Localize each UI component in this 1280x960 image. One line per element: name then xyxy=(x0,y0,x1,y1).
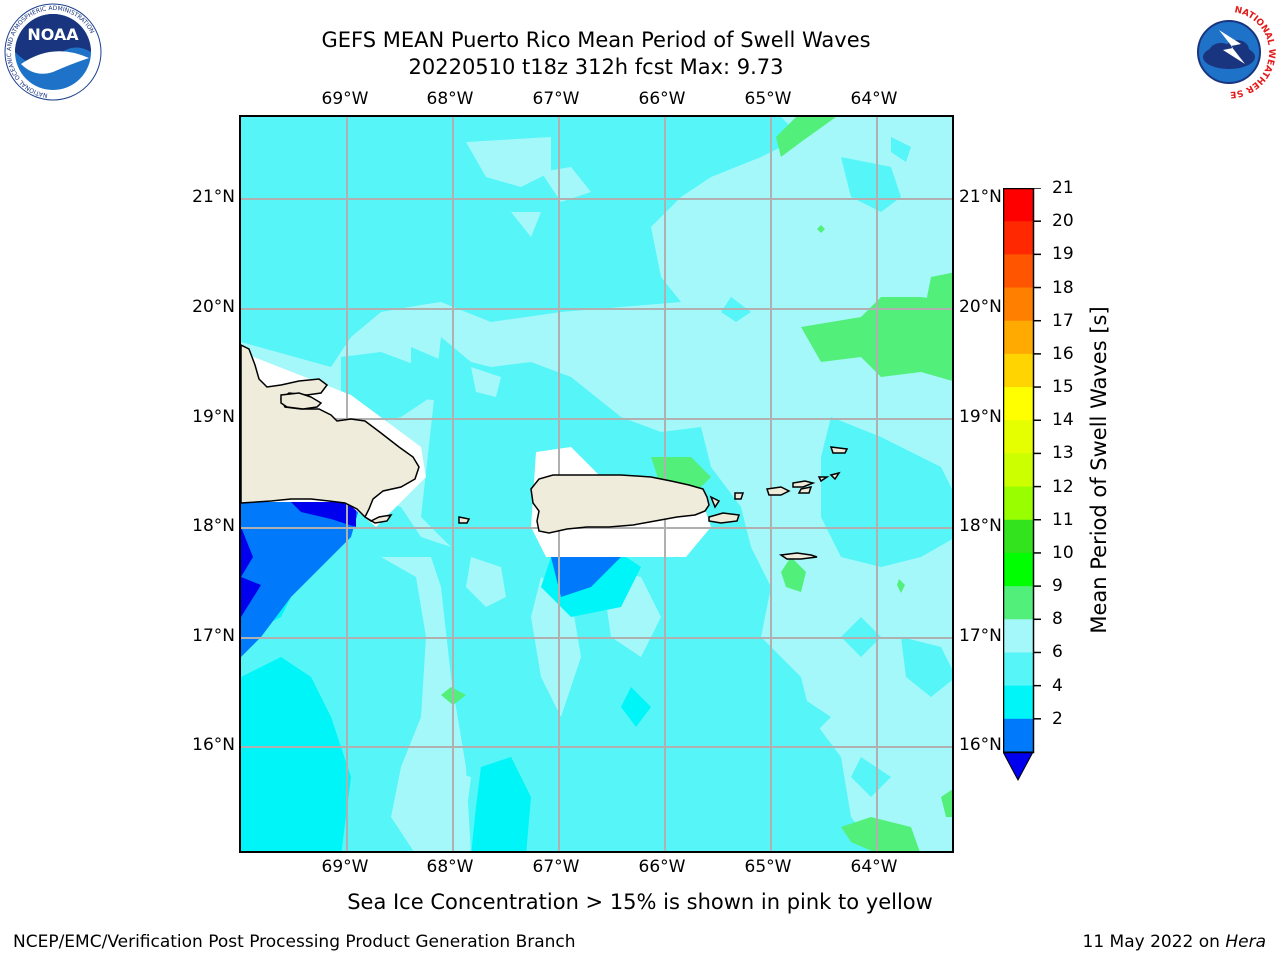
colorbar-tick-label: 12 xyxy=(1052,476,1074,497)
colorbar-tick-label: 4 xyxy=(1052,675,1063,696)
lat-tick-left: 18°N xyxy=(192,516,235,536)
credit-date: 11 May 2022 on Hera xyxy=(1083,932,1267,952)
colorbar-segment xyxy=(1003,387,1034,421)
colorbar-segment xyxy=(1003,552,1034,587)
colorbar-tick-label: 21 xyxy=(1052,178,1074,198)
lat-tick-left: 21°N xyxy=(192,187,235,207)
land-puerto-rico xyxy=(458,474,745,534)
colorbar-segment xyxy=(1003,453,1034,488)
lat-tick-left: 17°N xyxy=(192,626,235,646)
lon-tick-bottom: 68°W xyxy=(426,857,474,877)
swell-period-map xyxy=(239,115,954,853)
nws-logo-icon: NATIONAL WEATHER SERVICE xyxy=(1179,2,1276,99)
land-hispaniola xyxy=(241,344,420,524)
sea-ice-note: Sea Ice Concentration > 15% is shown in … xyxy=(347,890,933,914)
colorbar-tick-label: 16 xyxy=(1052,343,1074,364)
lat-tick-left: 19°N xyxy=(192,407,235,427)
colorbar-segment xyxy=(1003,420,1034,454)
lat-tick-right: 17°N xyxy=(959,626,1002,646)
credit-branch: NCEP/EMC/Verification Post Processing Pr… xyxy=(13,932,576,952)
colorbar-segment xyxy=(1003,652,1034,687)
lat-tick-right: 20°N xyxy=(959,297,1002,317)
colorbar-segment xyxy=(1003,353,1034,388)
colorbar-tick-label: 11 xyxy=(1052,509,1074,530)
period-below-2-regions xyxy=(241,502,356,617)
lat-tick-left: 16°N xyxy=(192,735,235,755)
lat-tick-right: 18°N xyxy=(959,516,1002,536)
credit-machine: Hera xyxy=(1225,932,1266,952)
colorbar-tick-marks xyxy=(1034,188,1041,720)
colorbar-tick-label: 6 xyxy=(1052,642,1063,663)
map-subtitle: 20220510 t18z 312h fcst Max: 9.73 xyxy=(408,55,784,79)
lon-tick-top: 69°W xyxy=(321,89,369,109)
colorbar-segment xyxy=(1003,287,1034,322)
colorbar-tick-label: 13 xyxy=(1052,443,1074,464)
credit-date-text: 11 May 2022 on xyxy=(1082,932,1226,952)
map-title: GEFS MEAN Puerto Rico Mean Period of Swe… xyxy=(321,28,871,52)
land-virgin-islands xyxy=(766,446,849,560)
colorbar-segment xyxy=(1003,188,1034,222)
colorbar-tick-label: 9 xyxy=(1052,576,1063,597)
colorbar-tick-label: 18 xyxy=(1052,277,1074,298)
colorbar-tick-label: 14 xyxy=(1052,410,1074,431)
lon-tick-top: 66°W xyxy=(638,89,686,109)
lon-tick-bottom: 64°W xyxy=(850,857,898,877)
colorbar-segment xyxy=(1003,221,1034,255)
colorbar-tick-label: 20 xyxy=(1052,211,1074,232)
colorbar-under-triangle xyxy=(1003,751,1034,782)
map-canvas xyxy=(241,117,952,851)
colorbar xyxy=(1003,188,1041,782)
colorbar-tick-label: 8 xyxy=(1052,609,1063,630)
lon-tick-top: 68°W xyxy=(426,89,474,109)
colorbar-segment xyxy=(1003,486,1034,521)
lat-tick-right: 21°N xyxy=(959,187,1002,207)
lat-tick-left: 20°N xyxy=(192,297,235,317)
lon-tick-top: 64°W xyxy=(850,89,898,109)
colorbar-segment xyxy=(1003,586,1034,620)
lon-tick-bottom: 69°W xyxy=(321,857,369,877)
colorbar-tick-label: 2 xyxy=(1052,708,1063,729)
colorbar-segment xyxy=(1003,685,1034,720)
lon-tick-bottom: 67°W xyxy=(532,857,580,877)
colorbar-tick-label: 17 xyxy=(1052,310,1074,331)
colorbar-tick-label: 10 xyxy=(1052,542,1074,563)
colorbar-title: Mean Period of Swell Waves [s] xyxy=(1087,306,1111,634)
lon-tick-top: 65°W xyxy=(744,89,792,109)
colorbar-segment xyxy=(1003,254,1034,289)
colorbar-segment xyxy=(1003,718,1034,753)
colorbar-segment xyxy=(1003,320,1034,355)
colorbar-tick-label: 19 xyxy=(1052,244,1074,265)
lat-tick-right: 19°N xyxy=(959,407,1002,427)
period-2-4-regions xyxy=(241,502,621,657)
colorbar-tick-label: 15 xyxy=(1052,377,1074,398)
lon-tick-bottom: 66°W xyxy=(638,857,686,877)
noaa-logo-text: NOAA xyxy=(27,25,79,44)
lon-tick-bottom: 65°W xyxy=(744,857,792,877)
lat-tick-right: 16°N xyxy=(959,735,1002,755)
colorbar-segments xyxy=(1003,188,1034,753)
colorbar-outline xyxy=(1003,188,1035,754)
lon-tick-top: 67°W xyxy=(532,89,580,109)
colorbar-segment xyxy=(1003,519,1034,554)
noaa-logo-icon: NOAA NATIONAL OCEANIC AND ATMOSPHERIC AD… xyxy=(4,3,102,101)
colorbar-segment xyxy=(1003,619,1034,653)
